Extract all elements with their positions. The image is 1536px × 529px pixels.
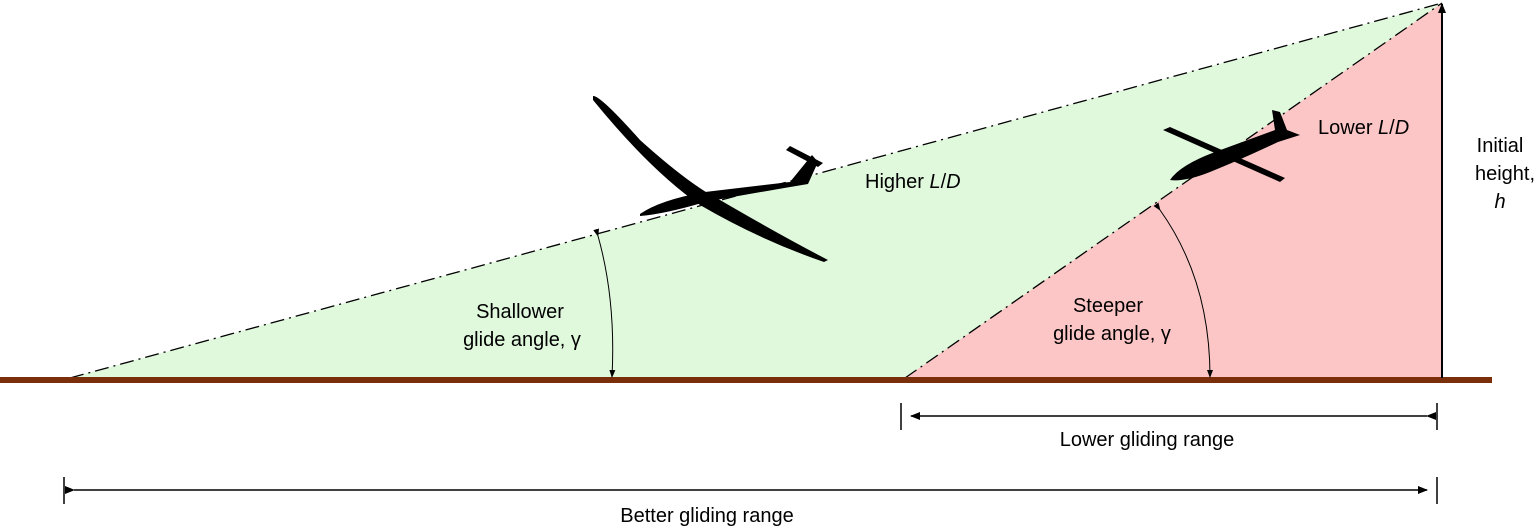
- text: /: [941, 171, 947, 193]
- lower-range-label: Lower gliding range: [1060, 429, 1235, 451]
- text: Higher: [865, 171, 929, 193]
- text: glide angle, γ: [463, 329, 581, 351]
- lower-range-arrow: [900, 403, 1438, 430]
- better-range-label: Better gliding range: [620, 505, 793, 527]
- text: h: [1494, 191, 1505, 213]
- shallow-angle-arc: [593, 228, 616, 378]
- glider-low-ld: [1163, 110, 1300, 182]
- steep-angle-arc: [1153, 202, 1213, 378]
- text: L: [1378, 117, 1389, 139]
- better-range-arrow: [63, 477, 1438, 504]
- higher-ld-label: Higher L/D: [865, 171, 961, 193]
- text: D: [946, 171, 960, 193]
- text: height,: [1475, 163, 1535, 185]
- initial-height-label: Initial height, h: [1475, 135, 1535, 213]
- ground: [0, 377, 1492, 383]
- text: D: [1395, 117, 1409, 139]
- text: Initial: [1477, 135, 1524, 157]
- text: glide angle, γ: [1053, 323, 1171, 345]
- text: Lower: [1318, 117, 1378, 139]
- text: Steeper: [1073, 295, 1143, 317]
- glider-high-ld: [593, 95, 828, 262]
- lower-ld-label: Lower L/D: [1318, 117, 1409, 139]
- text: L: [929, 171, 940, 193]
- steep-glide-path: [904, 2, 1443, 379]
- text: Shallower: [476, 301, 564, 323]
- text: /: [1389, 117, 1395, 139]
